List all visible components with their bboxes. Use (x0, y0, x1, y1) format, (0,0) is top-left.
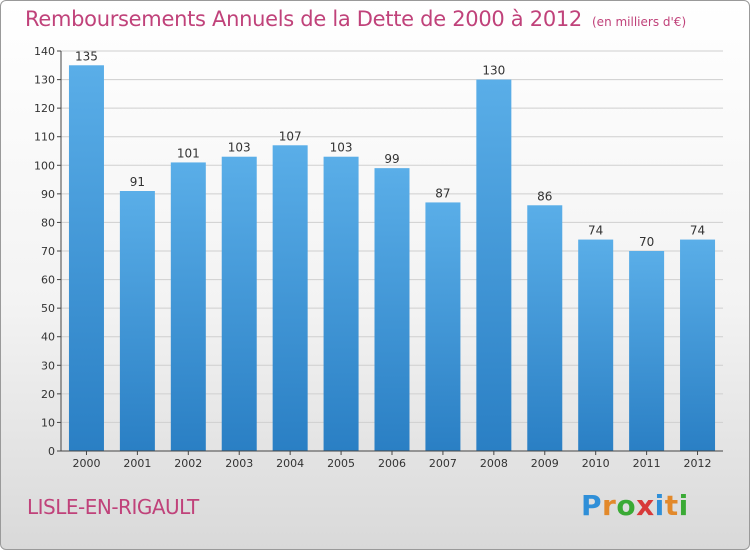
axes (57, 50, 723, 455)
x-tick-label-2005: 2005 (327, 457, 355, 470)
bar-2001 (119, 191, 155, 451)
x-tick-label-2010: 2010 (582, 457, 610, 470)
brand-letter: i (654, 489, 665, 522)
y-tick-label: 40 (41, 331, 55, 344)
y-tick-label: 90 (41, 188, 55, 201)
y-tick-label: 130 (34, 74, 55, 87)
x-tick-label-2001: 2001 (123, 457, 151, 470)
value-label-2009: 86 (537, 189, 552, 203)
bar-2010 (578, 239, 614, 451)
x-tick-label-2004: 2004 (276, 457, 304, 470)
bar-2000 (68, 65, 104, 452)
y-tick-label: 70 (41, 245, 55, 258)
city-name: LISLE-EN-RIGAULT (27, 495, 199, 519)
y-tick-label: 110 (34, 131, 55, 144)
x-tick-labels: 2000 2001 2002 2003 2004 2005 2006 2007 2008 2009… (72, 457, 711, 470)
y-tick-label: 100 (34, 159, 55, 172)
bar-2005 (323, 156, 359, 451)
y-tick-label: 120 (34, 102, 55, 115)
bar-2004 (272, 145, 308, 452)
bar-2008 (476, 79, 512, 452)
chart-title-row: Remboursements Annuels de la Dette de 20… (25, 7, 686, 31)
value-label-2001: 91 (130, 175, 145, 189)
bar-2006 (374, 168, 410, 451)
x-tick-label-2003: 2003 (225, 457, 253, 470)
x-tick-label-2007: 2007 (429, 457, 457, 470)
y-tick-label: 60 (41, 274, 55, 287)
bar-2012 (680, 239, 716, 451)
bar-2003 (221, 156, 257, 451)
y-tick-label: 140 (34, 45, 55, 58)
brand-letter: i (678, 489, 689, 522)
y-tick-label: 20 (41, 388, 55, 401)
x-tick-label-2009: 2009 (531, 457, 559, 470)
x-tick-label-2000: 2000 (72, 457, 100, 470)
value-label-2006: 99 (384, 152, 399, 166)
bar-2002 (170, 162, 206, 451)
value-labels: 135 91 101 103 107 103 99 87 130 86 74 70 74 (75, 49, 705, 249)
y-tick-labels: 0 10 20 30 40 50 60 70 80 90 100 110 120 130 140 (34, 45, 55, 458)
bar-2011 (629, 251, 665, 451)
brand-letter: o (616, 489, 637, 522)
brand-letter: x (636, 489, 655, 522)
chart-title: Remboursements Annuels de la Dette de 20… (25, 7, 582, 31)
x-tick-label-2006: 2006 (378, 457, 406, 470)
brand-letter: t (664, 489, 679, 522)
x-tick-label-2002: 2002 (174, 457, 202, 470)
bars (68, 65, 716, 452)
brand-letter: P (581, 489, 603, 522)
value-label-2003: 103 (228, 141, 251, 155)
bar-2007 (425, 202, 461, 451)
y-tick-label: 0 (48, 445, 55, 458)
y-tick-label: 80 (41, 216, 55, 229)
value-label-2007: 87 (435, 186, 450, 200)
y-tick-label: 50 (41, 302, 55, 315)
y-tick-label: 30 (41, 359, 55, 372)
x-tick-label-2008: 2008 (480, 457, 508, 470)
x-tick-label-2012: 2012 (684, 457, 712, 470)
value-label-2004: 107 (279, 129, 302, 143)
value-label-2012: 74 (690, 224, 705, 238)
value-label-2010: 74 (588, 224, 603, 238)
value-label-2005: 103 (330, 141, 353, 155)
proxiti-logo[interactable]: Proxiti (581, 489, 689, 522)
chart-unit: (en milliers d'€) (592, 15, 687, 29)
brand-letter: r (602, 489, 617, 522)
bar-2009 (527, 205, 563, 451)
value-label-2008: 130 (482, 64, 505, 78)
value-label-2002: 101 (177, 146, 200, 160)
value-label-2011: 70 (639, 235, 654, 249)
y-tick-label: 10 (41, 416, 55, 429)
value-label-2000: 135 (75, 49, 98, 63)
x-tick-label-2011: 2011 (633, 457, 661, 470)
